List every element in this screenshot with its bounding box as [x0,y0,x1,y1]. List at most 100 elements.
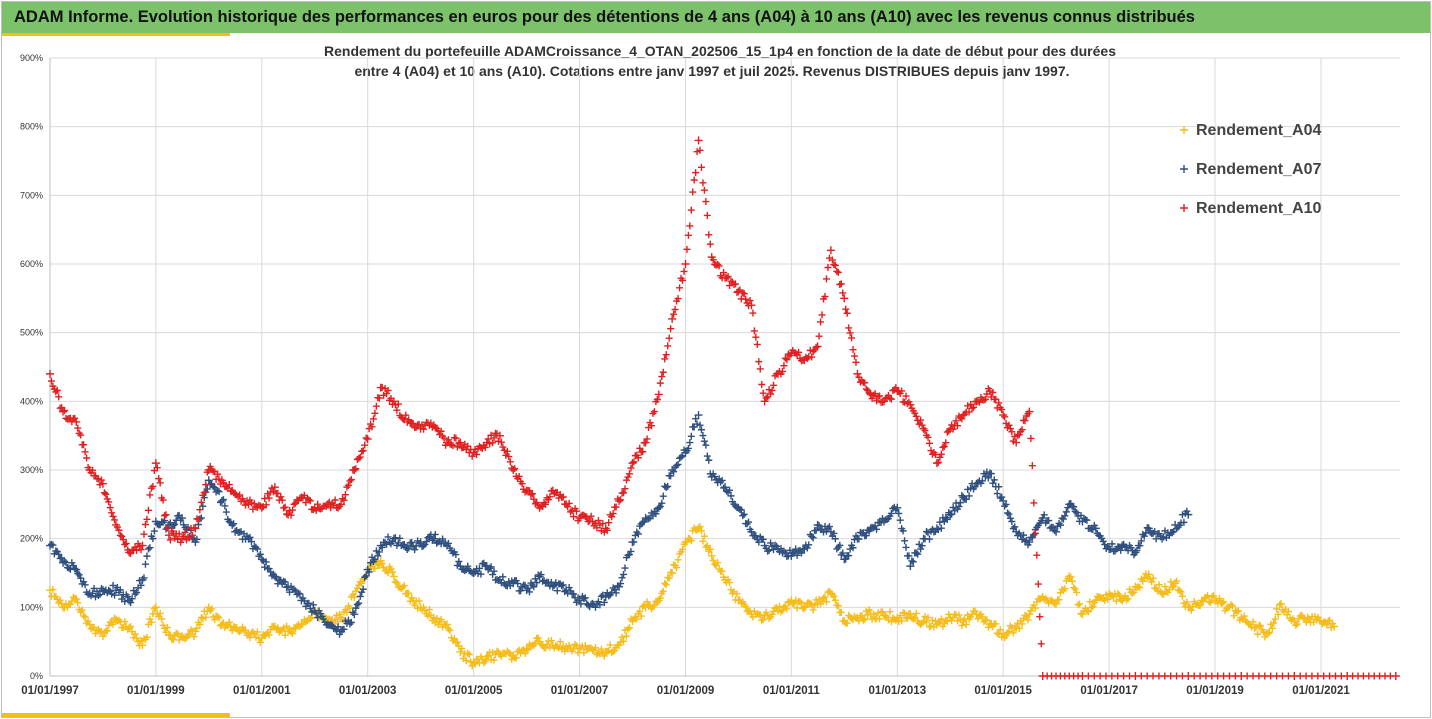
data-point-interp [1030,531,1038,539]
data-point-interp [225,618,233,626]
data-point-interp [197,498,205,506]
legend-marker-Rendement_A10 [1180,204,1188,212]
data-point-interp [830,529,838,537]
data-point-interp [431,423,439,431]
data-point-interp [1228,602,1236,610]
data-point [495,431,504,440]
data-point-interp [356,592,364,600]
data-point-interp [118,532,126,540]
y-tick-label: 900% [20,53,43,63]
data-point [1303,613,1312,622]
data-point-interp [905,552,913,560]
data-point-interp [71,414,79,422]
data-point-interp [146,615,154,623]
data-point-interp [420,603,428,611]
data-point-interp [896,516,904,524]
data-point-interp [687,432,695,440]
data-point-interp [1233,608,1241,616]
data-point-interp [639,448,647,456]
data-point-interp [246,533,254,541]
data-point-interp [753,340,761,348]
data-point-interp [1255,621,1263,629]
data-point-interp [281,578,289,586]
data-point-interp [942,616,950,624]
data-point-interp [674,295,682,303]
data-point-interp [378,543,386,551]
data-point-interp [652,510,660,518]
data-point-interp [162,511,170,519]
data-point-interp [391,578,399,586]
data-point-interp [984,474,992,482]
data-point [178,514,187,523]
data-point-interp [489,439,497,447]
data-point-interp [181,528,189,536]
data-point-interp [1176,587,1184,595]
data-point-interp [66,600,74,608]
data-point-interp [409,419,417,427]
data-point-interp [711,473,719,481]
data-point-interp [119,536,127,544]
data-point-interp [518,480,526,488]
data-point-interp [898,617,906,625]
data-point [138,641,147,650]
series-Rendement_A04 [46,523,1339,670]
data-point [1144,524,1153,533]
data-point-interp [645,601,653,609]
data-point [893,503,902,512]
data-point-interp [876,392,884,400]
data-point-interp [49,541,57,549]
data-point-interp [839,549,847,557]
data-point-interp [1136,542,1144,550]
data-point [1012,438,1021,447]
data-point-interp [965,492,973,500]
data-point-interp [924,613,932,621]
data-point-interp [161,512,169,520]
data-point-interp [924,433,932,441]
data-point-interp [514,580,522,588]
data-point-interp [537,571,545,579]
data-point-interp [705,231,713,239]
data-point-interp [1002,500,1010,508]
data-point-interp [1036,613,1044,621]
data-point-interp [1083,607,1091,615]
data-point-interp [1178,592,1186,600]
data-point-interp [1205,598,1213,606]
data-point-interp [809,534,817,542]
data-point-interp [336,610,344,618]
data-point-interp [1108,672,1116,680]
data-point-interp [1273,672,1281,680]
data-point-interp [531,639,539,647]
data-point-interp [970,403,978,411]
data-point-interp [458,644,466,652]
data-point-interp [690,176,698,184]
data-point-interp [637,612,645,620]
data-point-interp [262,501,270,509]
data-point-interp [705,456,713,464]
data-point-interp [955,611,963,619]
data-point-interp [1021,611,1029,619]
data-point-interp [594,517,602,525]
data-point-interp [384,533,392,541]
data-point-interp [591,644,599,652]
data-point-interp [553,587,561,595]
x-tick-label: 01/01/2019 [1186,685,1244,697]
data-point-interp [166,536,174,544]
data-point-interp [865,606,873,614]
data-point-interp [527,491,535,499]
data-point-interp [202,481,210,489]
data-point-interp [1279,672,1287,680]
data-point-interp [71,564,79,572]
data-point-interp [394,400,402,408]
data-point-interp [684,231,692,239]
data-point-interp [625,551,633,559]
data-point-interp [1271,615,1279,623]
data-point-interp [465,650,473,658]
data-point-interp [206,462,214,470]
data-point [456,438,465,447]
banner-title: ADAM Informe. Evolution historique des p… [14,8,1195,26]
data-point-interp [720,269,728,277]
data-point-interp [992,620,1000,628]
data-point-interp [670,310,678,318]
data-point-interp [547,637,555,645]
